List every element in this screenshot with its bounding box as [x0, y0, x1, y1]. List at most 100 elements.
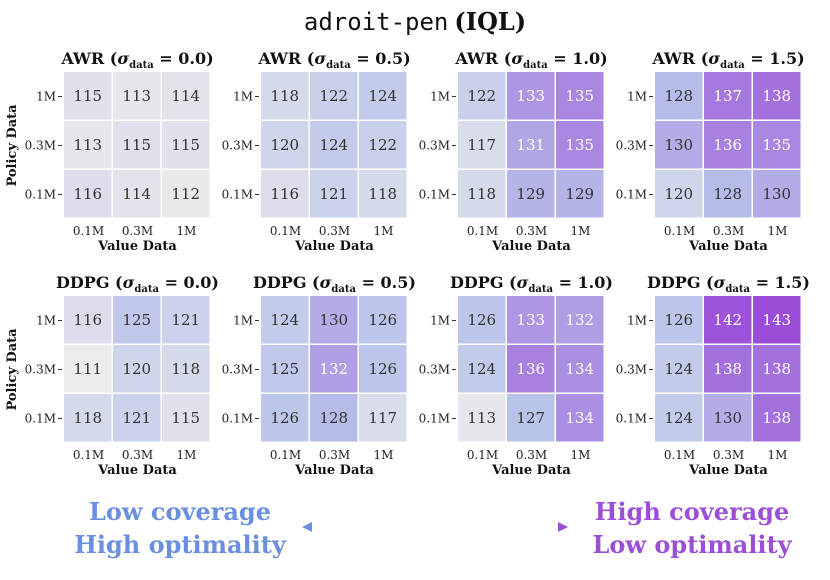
y-tick-label: 0.3M [25, 139, 56, 153]
y-tick-label: 0.1M [25, 188, 56, 202]
sigma-subscript: data [725, 284, 750, 295]
heatmap-awr-sigma-1.5: AWR (σdata = 1.5) 128 137 138 130 136 135 120 12… [616, 49, 805, 254]
heatmap-cell-value: 133 [516, 311, 545, 329]
heatmap-cell [113, 170, 161, 218]
x-axis-label: Value Data [97, 239, 177, 254]
heatmap-cell [753, 121, 801, 169]
x-axis-label: Value Data [688, 463, 768, 478]
heatmap-cell-value: 117 [368, 409, 397, 427]
heatmap-cell-value: 132 [319, 360, 348, 378]
heatmap-awr-sigma-0.0: AWR (σdata = 0.0) 115 113 114 113 115 115 116 11… [5, 49, 214, 254]
panel-method: AWR ( [454, 49, 511, 68]
heatmap-cell [753, 72, 801, 120]
heatmap-cell-value: 113 [73, 136, 102, 154]
heatmap-cell-value: 135 [565, 87, 594, 105]
legend-left-line2: High optimality [74, 530, 287, 559]
panel-title: AWR (σdata = 0.0) [60, 49, 213, 71]
legend-arrow-left-head [302, 522, 312, 532]
y-tick-label: 1M [233, 314, 253, 328]
heatmap-cell-value: 122 [467, 87, 496, 105]
y-tick-label: 0.3M [616, 139, 647, 153]
heatmap-cell [261, 170, 309, 218]
heatmap-ddpg-sigma-0.5: DDPG (σdata = 0.5) 124 130 126 125 132 126 126 1… [222, 273, 416, 478]
x-tick-label: 1M [177, 448, 197, 462]
heatmap-cell-value: 120 [122, 360, 151, 378]
panel-sigma-value: = 1.0) [548, 49, 608, 68]
panel-sigma-value: = 0.0) [154, 49, 214, 68]
heatmap-cell [310, 72, 358, 120]
panel-method: DDPG ( [647, 273, 714, 292]
heatmap-cell [162, 296, 210, 344]
heatmap-cell [556, 345, 604, 393]
heatmap-cell [655, 170, 703, 218]
heatmap-cell [113, 394, 161, 442]
x-tick-label: 0.1M [467, 224, 498, 238]
heatmap-cell-value: 121 [319, 185, 348, 203]
heatmap-cell [507, 394, 555, 442]
x-tick-label: 0.3M [122, 224, 153, 238]
y-tick-label: 0.1M [419, 412, 450, 426]
sigma-symbol: σ [714, 273, 726, 292]
heatmap-cell-value: 117 [467, 136, 496, 154]
heatmap-cell [310, 394, 358, 442]
x-tick-label: 0.1M [664, 224, 695, 238]
panel-sigma-value: = 0.5) [356, 273, 416, 292]
sigma-symbol: σ [320, 273, 332, 292]
panel-sigma-value: = 1.5) [750, 273, 810, 292]
heatmap-cell [507, 72, 555, 120]
y-tick-label: 1M [627, 314, 647, 328]
y-tick-label: 1M [430, 90, 450, 104]
heatmap-cell [704, 72, 752, 120]
heatmap-cell [704, 345, 752, 393]
x-tick-label: 0.3M [713, 448, 744, 462]
panel-title: AWR (σdata = 1.0) [454, 49, 607, 71]
x-tick-label: 0.1M [73, 448, 104, 462]
heatmap-cell-value: 121 [122, 409, 151, 427]
panel-method: DDPG ( [253, 273, 320, 292]
heatmap-cell [458, 170, 506, 218]
heatmap-cell-value: 129 [565, 185, 594, 203]
heatmap-cell-value: 126 [368, 311, 397, 329]
y-tick-label: 0.3M [222, 363, 253, 377]
x-tick-label: 1M [571, 448, 591, 462]
heatmap-cell-value: 124 [319, 136, 348, 154]
heatmap-cell [64, 296, 112, 344]
heatmap-awr-sigma-1.0: AWR (σdata = 1.0) 122 133 135 117 131 135 118 12… [419, 49, 608, 254]
heatmap-cell [310, 345, 358, 393]
title-algo: IQL [466, 7, 515, 36]
y-tick-label: 1M [627, 90, 647, 104]
figure-title: adroit-pen (IQL) [304, 7, 526, 36]
heatmap-cell-value: 138 [762, 409, 791, 427]
heatmap-cell [64, 345, 112, 393]
heatmap-cell-value: 120 [270, 136, 299, 154]
heatmap-cell [261, 345, 309, 393]
legend-left-line1: Low coverage [89, 497, 271, 526]
heatmap-cell-value: 124 [368, 87, 397, 105]
sigma-symbol: σ [511, 49, 523, 68]
heatmap-cell [162, 345, 210, 393]
heatmap-cell-value: 128 [713, 185, 742, 203]
heatmap-cell-value: 122 [368, 136, 397, 154]
heatmap-cell-value: 137 [713, 87, 742, 105]
heatmap-cell [556, 394, 604, 442]
heatmap-cell-value: 118 [467, 185, 496, 203]
sigma-subscript: data [134, 284, 159, 295]
heatmap-cell-value: 138 [762, 360, 791, 378]
heatmap-cell [753, 394, 801, 442]
heatmap-cell-value: 129 [516, 185, 545, 203]
panel-title: AWR (σdata = 1.5) [651, 49, 804, 71]
heatmap-cell [704, 170, 752, 218]
heatmap-cell [458, 121, 506, 169]
y-tick-label: 0.1M [419, 188, 450, 202]
heatmap-cell [113, 296, 161, 344]
sigma-subscript: data [129, 60, 154, 71]
x-tick-label: 0.3M [713, 224, 744, 238]
legend-right-line1: High coverage [595, 497, 789, 526]
panel-method: DDPG ( [56, 273, 123, 292]
heatmap-cell-value: 113 [467, 409, 496, 427]
heatmap-ddpg-sigma-1.0: DDPG (σdata = 1.0) 126 133 132 124 136 134 113 1… [419, 273, 613, 478]
heatmap-cell [359, 170, 407, 218]
heatmap-cell [655, 296, 703, 344]
x-tick-label: 1M [768, 224, 788, 238]
